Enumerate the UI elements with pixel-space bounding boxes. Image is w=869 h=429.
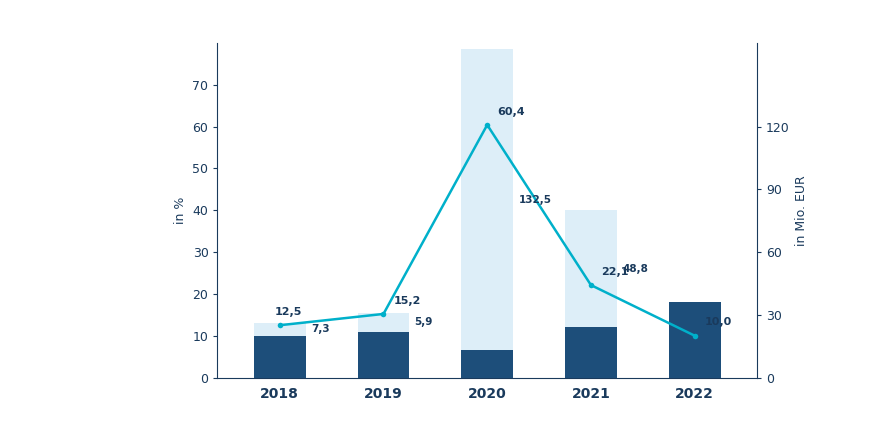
Bar <box>564 327 616 378</box>
Text: 60,4: 60,4 <box>497 106 525 117</box>
Text: 24,8: 24,8 <box>621 347 647 357</box>
Text: 132,5: 132,5 <box>518 195 551 205</box>
Text: 12,5: 12,5 <box>275 307 302 317</box>
Bar <box>357 313 409 332</box>
Text: 10,0: 10,0 <box>704 317 732 327</box>
Bar <box>254 335 305 378</box>
Bar <box>461 350 513 378</box>
Y-axis label: in Mio. EUR: in Mio. EUR <box>794 175 807 245</box>
Text: 11,5: 11,5 <box>518 359 543 369</box>
Text: 26,3: 26,3 <box>415 350 440 360</box>
Text: 19,0: 19,0 <box>310 352 336 362</box>
Bar <box>668 302 720 378</box>
Text: 33,6: 33,6 <box>725 335 751 345</box>
Bar <box>254 323 305 335</box>
Text: 22,1: 22,1 <box>600 267 628 277</box>
Bar <box>357 332 409 378</box>
Text: 7,3: 7,3 <box>310 324 329 335</box>
Bar <box>564 210 616 327</box>
Bar <box>461 49 513 350</box>
Text: 48,8: 48,8 <box>621 264 647 274</box>
Text: 5,9: 5,9 <box>415 317 433 327</box>
Text: 15,2: 15,2 <box>394 296 421 305</box>
Y-axis label: in %: in % <box>174 196 187 224</box>
